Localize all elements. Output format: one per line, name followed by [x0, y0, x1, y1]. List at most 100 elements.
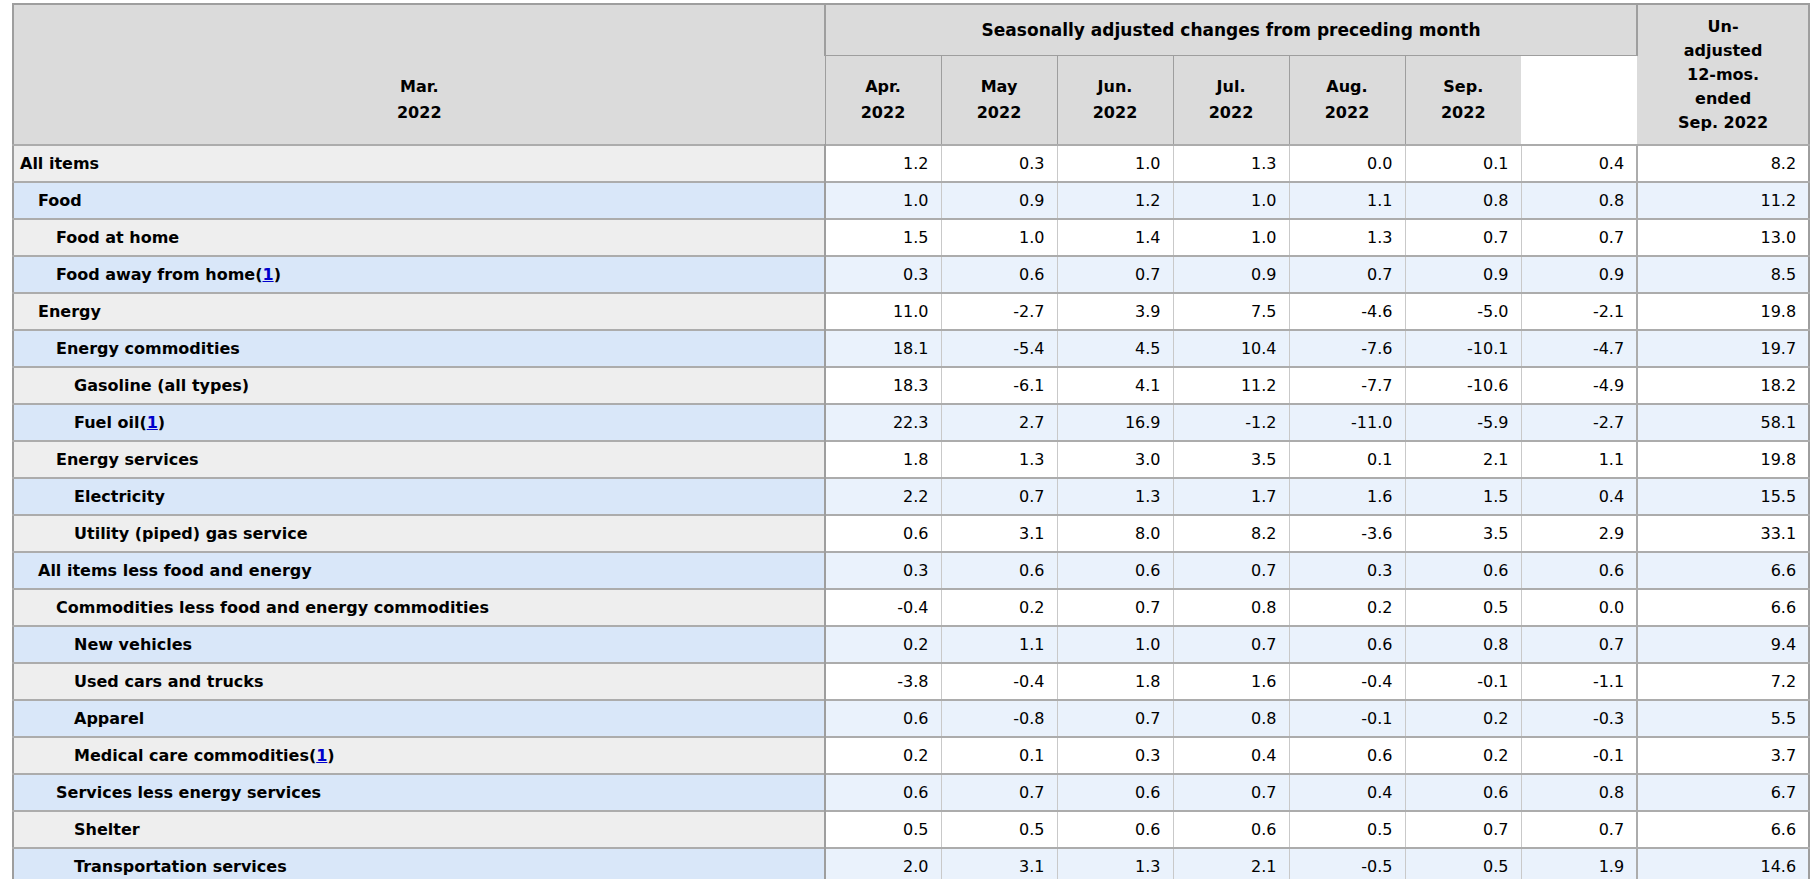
column-header-month: Sep. [1407, 74, 1521, 100]
value-cell: -0.5 [1289, 848, 1405, 879]
row-label-text: Energy commodities [56, 339, 240, 358]
value-cell: 0.6 [1405, 552, 1521, 589]
value-cell: 3.5 [1405, 515, 1521, 552]
value-cell: -6.1 [941, 367, 1057, 404]
value-cell: 0.4 [1521, 478, 1637, 515]
value-cell: 0.7 [1057, 700, 1173, 737]
value-cell: 11.2 [1173, 367, 1289, 404]
value-cell: 0.7 [941, 774, 1057, 811]
value-cell: 1.5 [825, 219, 941, 256]
row-label-text: Apparel [74, 709, 144, 728]
corner-cell [13, 4, 825, 56]
value-cell: 0.6 [1405, 774, 1521, 811]
table-row: Services less energy services0.60.70.60.… [13, 774, 1809, 811]
value-cell: 0.6 [1057, 811, 1173, 848]
table-row: Transportation services2.03.11.32.1-0.50… [13, 848, 1809, 879]
row-label: Services less energy services [13, 774, 825, 811]
column-header-month: Jun. [1059, 74, 1172, 100]
footnote-link[interactable]: 1 [147, 413, 158, 432]
row-label-text: Gasoline (all types) [74, 376, 249, 395]
row-label: New vehicles [13, 626, 825, 663]
value-cell: 0.3 [1057, 737, 1173, 774]
value-cell: 1.8 [1057, 663, 1173, 700]
value-cell: -0.1 [1289, 700, 1405, 737]
unadjusted-value-cell: 9.4 [1637, 626, 1809, 663]
value-cell: 1.6 [1173, 663, 1289, 700]
footnote-link[interactable]: 1 [316, 746, 327, 765]
row-label: Used cars and trucks [13, 663, 825, 700]
value-cell: 2.2 [825, 478, 941, 515]
row-label: Medical care commodities(1) [13, 737, 825, 774]
page: Seasonally adjusted changes from precedi… [0, 0, 1819, 879]
table-row: Utility (piped) gas service0.63.18.08.2-… [13, 515, 1809, 552]
value-cell: 0.3 [1289, 552, 1405, 589]
column-header-jun-2022: Jun.2022 [1057, 56, 1173, 146]
row-label-text: Food away from home [56, 265, 255, 284]
value-cell: 0.5 [1405, 848, 1521, 879]
value-cell: 2.1 [1173, 848, 1289, 879]
value-cell: -0.4 [1289, 663, 1405, 700]
value-cell: 0.6 [825, 515, 941, 552]
value-cell: 0.7 [1521, 219, 1637, 256]
value-cell: -7.7 [1289, 367, 1405, 404]
column-header-mar-2022: Mar.2022 [13, 56, 825, 146]
table-row: All items1.20.31.01.30.00.10.48.2 [13, 145, 1809, 182]
value-cell: 1.3 [941, 441, 1057, 478]
value-cell: 0.2 [825, 626, 941, 663]
unadjusted-value-cell: 15.5 [1637, 478, 1809, 515]
value-cell: -0.1 [1405, 663, 1521, 700]
value-cell: 0.8 [1521, 774, 1637, 811]
value-cell: 1.3 [1057, 478, 1173, 515]
value-cell: 0.7 [1521, 811, 1637, 848]
column-header-apr-2022: Apr.2022 [825, 56, 941, 146]
value-cell: -2.7 [1521, 404, 1637, 441]
column-header-year: 2022 [1407, 100, 1521, 126]
row-label-text: Commodities less food and energy commodi… [56, 598, 489, 617]
unadjusted-value-cell: 8.2 [1637, 145, 1809, 182]
value-cell: 0.1 [941, 737, 1057, 774]
row-label-text: New vehicles [74, 635, 192, 654]
value-cell: 1.1 [941, 626, 1057, 663]
value-cell: 0.8 [1521, 182, 1637, 219]
value-cell: 0.9 [1405, 256, 1521, 293]
value-cell: 0.9 [941, 182, 1057, 219]
value-cell: 0.2 [1405, 737, 1521, 774]
value-cell: 1.0 [1057, 626, 1173, 663]
header-title-row: Seasonally adjusted changes from precedi… [13, 4, 1809, 56]
value-cell: 0.7 [1521, 626, 1637, 663]
table-row: New vehicles0.21.11.00.70.60.80.79.4 [13, 626, 1809, 663]
value-cell: 0.6 [1057, 552, 1173, 589]
value-cell: 0.7 [1405, 811, 1521, 848]
table-row: Gasoline (all types)18.3-6.14.111.2-7.7-… [13, 367, 1809, 404]
value-cell: -0.4 [941, 663, 1057, 700]
table-title: Seasonally adjusted changes from precedi… [825, 4, 1637, 56]
column-header-month: Mar. [15, 74, 824, 100]
table-row: Food at home1.51.01.41.01.30.70.713.0 [13, 219, 1809, 256]
value-cell: 0.9 [1173, 256, 1289, 293]
column-header-year: 2022 [1291, 100, 1404, 126]
header-months-row: Mar.2022Apr.2022May2022Jun.2022Jul.2022A… [13, 56, 1809, 146]
value-cell: 0.8 [1173, 589, 1289, 626]
footnote-link[interactable]: 1 [262, 265, 273, 284]
column-header-month: Aug. [1291, 74, 1404, 100]
row-label-text: All items less food and energy [38, 561, 312, 580]
row-label-text: All items [20, 154, 99, 173]
value-cell: 0.4 [1289, 774, 1405, 811]
row-label: All items [13, 145, 825, 182]
unadjusted-value-cell: 33.1 [1637, 515, 1809, 552]
value-cell: -5.4 [941, 330, 1057, 367]
value-cell: -10.6 [1405, 367, 1521, 404]
row-label-text: Utility (piped) gas service [74, 524, 308, 543]
unadjusted-value-cell: 7.2 [1637, 663, 1809, 700]
value-cell: 1.8 [825, 441, 941, 478]
value-cell: 3.5 [1173, 441, 1289, 478]
value-cell: 0.3 [941, 145, 1057, 182]
column-header-sep-2022: Sep.2022 [1405, 56, 1521, 146]
unadjusted-column-header: Un- adjusted 12-mos. ended Sep. 2022 [1637, 4, 1809, 145]
value-cell: 1.7 [1173, 478, 1289, 515]
value-cell: -0.3 [1521, 700, 1637, 737]
row-label: All items less food and energy [13, 552, 825, 589]
row-label: Shelter [13, 811, 825, 848]
value-cell: 1.3 [1289, 219, 1405, 256]
unadjusted-value-cell: 13.0 [1637, 219, 1809, 256]
